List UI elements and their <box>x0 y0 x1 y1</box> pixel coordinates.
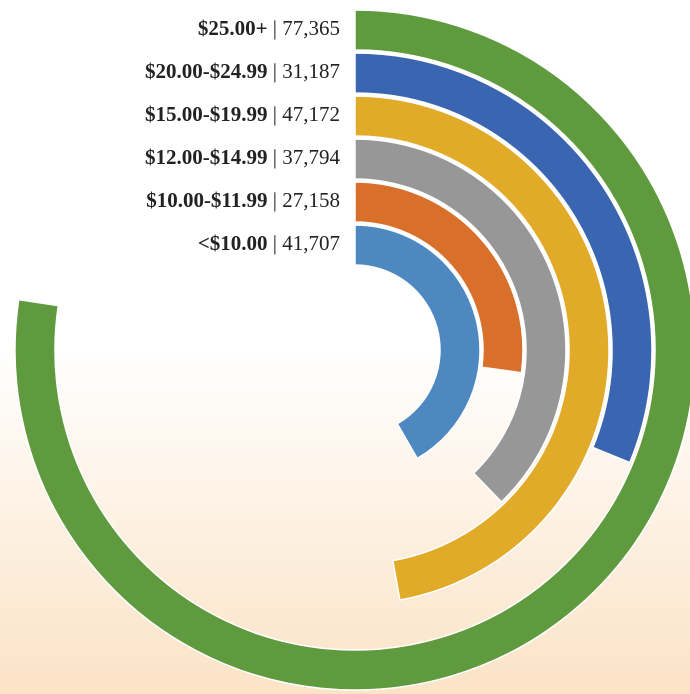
separator: | <box>273 231 277 255</box>
bar-label: $10.00-$11.99 | 27,158 <box>146 188 340 212</box>
bar-label: $25.00+ | 77,365 <box>198 16 340 40</box>
value-label: 77,365 <box>282 16 340 40</box>
category-label: $25.00+ <box>198 16 268 40</box>
separator: | <box>273 145 277 169</box>
ring-bar <box>354 138 567 503</box>
value-label: 37,794 <box>282 145 340 169</box>
ring-bar <box>354 181 524 374</box>
bar-label: $20.00-$24.99 | 31,187 <box>145 59 340 83</box>
separator: | <box>273 188 277 212</box>
category-label: $12.00-$14.99 <box>145 145 268 169</box>
category-label: $10.00-$11.99 <box>146 188 267 212</box>
value-label: 47,172 <box>282 102 340 126</box>
value-label: 31,187 <box>282 59 340 83</box>
category-label: $20.00-$24.99 <box>145 59 268 83</box>
separator: | <box>273 102 277 126</box>
value-label: 27,158 <box>282 188 340 212</box>
bar-label: $12.00-$14.99 | 37,794 <box>145 145 340 169</box>
value-label: 41,707 <box>282 231 340 255</box>
separator: | <box>273 16 277 40</box>
category-label: $15.00-$19.99 <box>145 102 268 126</box>
category-label: <$10.00 <box>198 231 268 255</box>
ring-bar <box>354 224 481 460</box>
separator: | <box>273 59 277 83</box>
ring-bar <box>14 9 690 691</box>
ring-bar <box>354 95 610 601</box>
ring-bar <box>354 52 653 464</box>
bar-label: $15.00-$19.99 | 47,172 <box>145 102 340 126</box>
bar-label: <$10.00 | 41,707 <box>198 231 340 255</box>
